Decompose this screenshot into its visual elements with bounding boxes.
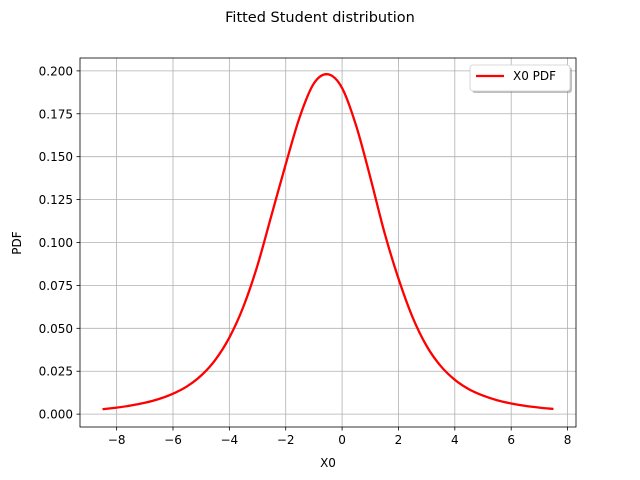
y-tick-label: 0.150 <box>39 150 73 164</box>
x-tick-label: 4 <box>451 433 459 447</box>
y-tick-label: 0.200 <box>39 64 73 78</box>
x-tick-label: 0 <box>338 433 346 447</box>
series-layer <box>102 73 554 411</box>
x-tick-label: 6 <box>507 433 515 447</box>
x-tick-label: −2 <box>277 433 295 447</box>
y-tick-label: 0.100 <box>39 236 73 250</box>
y-tick-label: 0.075 <box>39 279 73 293</box>
y-tick-label: 0.050 <box>39 322 73 336</box>
x-axis-label: X0 <box>320 456 336 470</box>
x-tick-label: 2 <box>395 433 403 447</box>
y-tick-label: 0.025 <box>39 365 73 379</box>
legend-box <box>469 64 571 92</box>
y-tick-label: 0.000 <box>39 408 73 422</box>
y-tick-label: 0.125 <box>39 193 73 207</box>
y-tick-label: 0.175 <box>39 107 73 121</box>
x-tick-label: −4 <box>221 433 239 447</box>
grid-lines <box>80 58 576 427</box>
legend-label: X0 PDF <box>513 69 556 83</box>
legend: X0 PDF <box>469 64 572 93</box>
x-axis: −8 −6 −4 −2 0 2 4 6 8 <box>108 427 572 447</box>
x-tick-label: −6 <box>164 433 182 447</box>
series-line <box>102 73 554 411</box>
y-axis: 0.000 0.025 0.050 0.075 0.100 0.125 0.150 0.175… <box>39 64 80 422</box>
y-axis-label: PDF <box>10 231 24 254</box>
x-tick-label: 8 <box>564 433 572 447</box>
chart-title: Fitted Student distribution <box>225 10 415 26</box>
x-tick-label: −8 <box>108 433 126 447</box>
